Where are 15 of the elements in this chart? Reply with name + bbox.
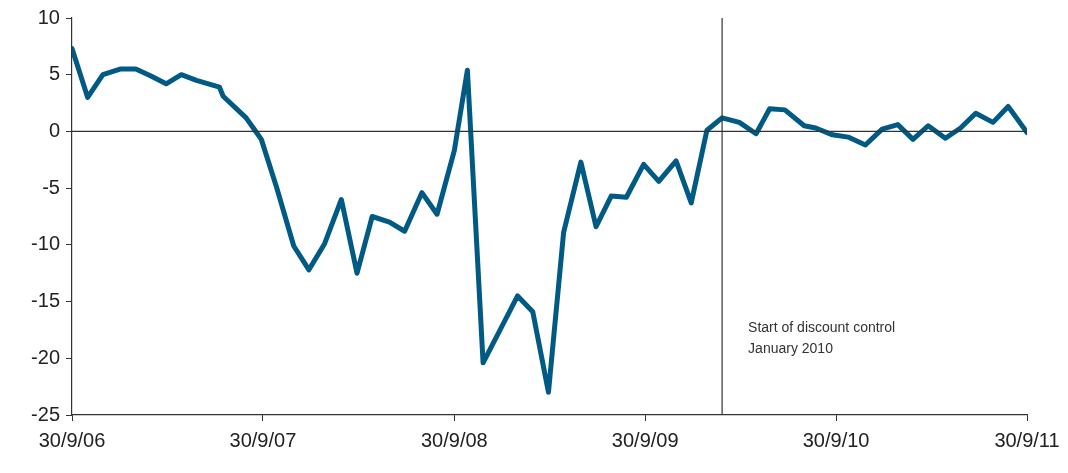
- y-tick-label: -15: [31, 289, 60, 312]
- x-tick-label: 30/9/11: [994, 428, 1060, 451]
- x-tick-label: 30/9/06: [38, 428, 106, 451]
- ref-line-label: Start of discount control January 2010: [748, 319, 896, 356]
- y-tick-label: -25: [31, 402, 60, 425]
- x-tick-label: 30/9/10: [802, 428, 870, 451]
- x-tick-label: 30/9/09: [611, 428, 679, 451]
- y-tick-label: 10: [37, 5, 60, 28]
- y-tick-label: -5: [42, 175, 60, 198]
- y-tick-label: 0: [48, 118, 60, 141]
- y-tick-label: -10: [31, 232, 60, 255]
- x-tick-label: 30/9/08: [420, 428, 488, 451]
- y-tick-label: 5: [48, 62, 60, 85]
- x-tick-label: 30/9/07: [229, 428, 297, 451]
- y-tick-label: -20: [31, 345, 60, 368]
